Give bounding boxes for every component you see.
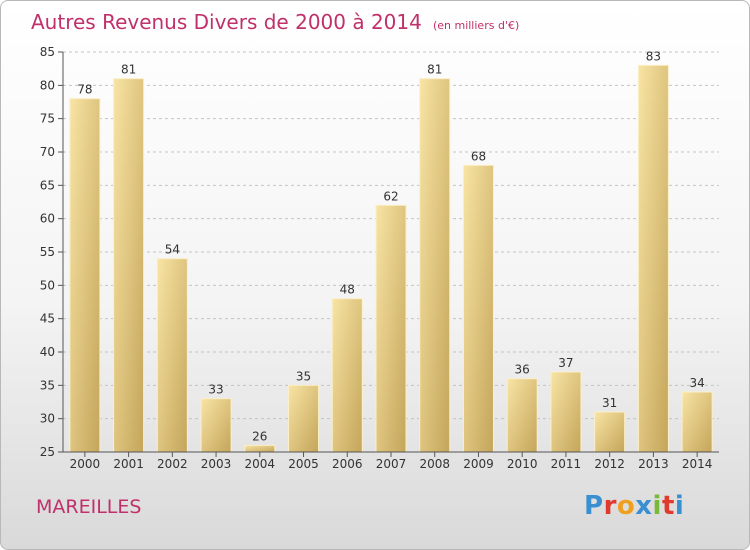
y-tick-label: 70	[40, 145, 55, 159]
y-tick-label: 50	[40, 278, 55, 292]
value-label-2012: 31	[602, 396, 617, 410]
x-tick-label-2012: 2012	[594, 457, 625, 471]
value-label-2000: 78	[77, 83, 92, 97]
x-tick-label-2002: 2002	[157, 457, 188, 471]
bar-2001	[113, 78, 145, 453]
bar-2014	[681, 391, 713, 453]
value-label-2007: 62	[383, 189, 398, 203]
logo-letter: o	[616, 491, 636, 521]
chart-title-row: Autres Revenus Divers de 2000 à 2014 (en…	[31, 10, 519, 34]
x-tick-label-2004: 2004	[245, 457, 276, 471]
y-tick-label: 80	[40, 78, 55, 92]
value-label-2005: 35	[296, 369, 311, 383]
x-tick-label-2007: 2007	[376, 457, 407, 471]
x-tick-label-2005: 2005	[288, 457, 319, 471]
value-labels: 78 81 54 33 26 35 48 62 81 68 36 37 31 83 34	[77, 49, 705, 443]
value-label-2006: 48	[340, 283, 355, 297]
proxiti-logo[interactable]: Proxiti	[584, 491, 684, 521]
logo-letter: i	[652, 491, 662, 521]
x-tick-label-2011: 2011	[551, 457, 582, 471]
x-tick-label-2014: 2014	[682, 457, 713, 471]
y-tick-label: 85	[40, 45, 55, 59]
bar-2011	[550, 371, 582, 453]
y-tick-label: 45	[40, 312, 55, 326]
bar-2006	[331, 298, 363, 453]
bar-2004	[244, 444, 276, 453]
bar-2003	[200, 398, 232, 453]
y-tick-label: 40	[40, 345, 55, 359]
value-label-2013: 83	[646, 49, 661, 63]
y-tick-label: 75	[40, 112, 55, 126]
logo-letter: t	[661, 491, 675, 521]
bar-2008	[419, 78, 451, 453]
bar-2005	[288, 384, 320, 453]
y-tick-label: 55	[40, 245, 55, 259]
x-tick-label-2003: 2003	[201, 457, 232, 471]
bar-2013	[637, 64, 669, 453]
chart-unit-label: (en milliers d'€)	[432, 19, 520, 32]
commune-name: MAREILLES	[36, 496, 142, 518]
y-tick-label: 25	[40, 445, 55, 459]
y-tick-label: 35	[40, 378, 55, 392]
x-tick-label-2008: 2008	[419, 457, 450, 471]
logo-letter: x	[635, 491, 653, 521]
value-label-2008: 81	[427, 63, 442, 77]
x-tick-label-2000: 2000	[70, 457, 101, 471]
bar-2007	[375, 204, 407, 453]
value-label-2002: 54	[165, 243, 180, 257]
bar-2012	[594, 411, 626, 453]
y-axis: 25 30 35 40 45 50 55 60 65 70 75 80 85	[40, 45, 64, 459]
value-label-2001: 81	[121, 63, 136, 77]
logo-letter: r	[603, 491, 617, 521]
value-label-2011: 37	[558, 356, 573, 370]
y-tick-label: 60	[40, 212, 55, 226]
value-label-2004: 26	[252, 429, 267, 443]
x-axis: 2000 2001 2002 2003 2004 2005 2006 2007 2008 2009…	[63, 451, 719, 471]
x-tick-label-2006: 2006	[332, 457, 363, 471]
y-tick-label: 65	[40, 178, 55, 192]
value-label-2009: 68	[471, 149, 486, 163]
x-tick-label-2001: 2001	[113, 457, 144, 471]
bar-2002	[156, 258, 188, 453]
bars	[69, 64, 713, 453]
x-tick-label-2013: 2013	[638, 457, 669, 471]
value-label-2010: 36	[515, 363, 530, 377]
value-label-2003: 33	[208, 383, 223, 397]
value-label-2014: 34	[689, 376, 704, 390]
logo-letter: i	[674, 491, 685, 521]
logo-letter: P	[584, 491, 604, 521]
bar-2009	[462, 164, 494, 453]
bar-2010	[506, 378, 538, 453]
chart-title: Autres Revenus Divers de 2000 à 2014	[31, 10, 422, 34]
x-tick-label-2009: 2009	[463, 457, 494, 471]
bar-2000	[69, 98, 101, 453]
x-tick-label-2010: 2010	[507, 457, 538, 471]
y-tick-label: 30	[40, 412, 55, 426]
